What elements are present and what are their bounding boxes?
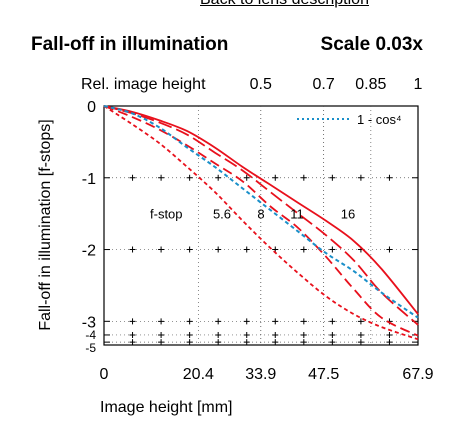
y-tick-label: 0 [87,99,96,116]
y-tick-label: -3 [82,314,96,331]
grid-cross-marker [272,318,279,325]
grid-cross-marker [272,174,279,181]
grid-cross-marker [158,318,165,325]
grid-cross-marker [300,339,307,346]
series-line-16 [103,105,419,315]
grid-cross-marker [386,339,393,346]
x-axis-title: Image height [mm] [100,399,233,416]
top-tick-label: 0.85 [355,76,386,93]
chart-title: Fall-off in illumination [31,34,229,55]
grid-cross-marker [129,318,136,325]
grid-cross-marker [272,339,279,346]
grid-cross-marker [300,246,307,253]
fstop-value-label: 11 [290,207,304,222]
grid-cross-marker [243,318,250,325]
y-tick-label: -5 [85,341,96,355]
grid-cross-marker [357,339,364,346]
grid-cross-marker [215,331,222,338]
grid-cross-marker [243,339,250,346]
series-line-11 [103,105,419,326]
grid-cross-marker [186,339,193,346]
grid-cross-marker [357,331,364,338]
grid-cross-marker [129,339,136,346]
grid-cross-marker [243,174,250,181]
grid-cross-marker [300,174,307,181]
grid-cross-marker [129,246,136,253]
top-tick-label: 0.5 [250,76,272,93]
scale-label: Scale 0.03x [320,34,423,55]
legend-label: 1 - cos⁴ [357,112,402,127]
grid-cross-marker [386,331,393,338]
grid-cross-marker [329,331,336,338]
grid-cross-marker [386,174,393,181]
y-axis-title: Fall-off in illumination [f-stops] [37,119,54,330]
series-line-1-cos- [103,105,419,319]
grid-cross-marker [158,246,165,253]
y-tick-label: -1 [82,171,96,188]
grid-cross-marker [186,331,193,338]
grid-cross-marker [329,174,336,181]
grid-cross-marker [272,331,279,338]
x-tick-label: 33.9 [245,366,276,383]
grid-cross-marker [329,318,336,325]
grid-cross-marker [158,174,165,181]
grid-cross-marker [158,331,165,338]
x-tick-label: 67.9 [402,366,433,383]
grid-cross-marker [386,246,393,253]
fstop-value-label: 16 [341,207,355,222]
top-axis-label: Rel. image height [81,76,206,93]
top-tick-label: 1 [414,76,423,93]
grid-cross-marker [186,318,193,325]
grid-cross-marker [129,174,136,181]
grid-cross-marker [357,174,364,181]
y-tick-label: -4 [85,328,96,342]
grid-cross-marker [243,331,250,338]
grid-cross-marker [186,246,193,253]
fstop-value-label: 8 [257,207,264,222]
y-tick-label: -2 [82,243,96,260]
series-line-8 [103,105,419,337]
grid-cross-marker [329,339,336,346]
fstop-label: f-stop [150,207,183,222]
grid-cross-marker [243,246,250,253]
back-to-lens-description-link[interactable]: Back to lens description [200,0,369,9]
grid-cross-marker [158,339,165,346]
grid-cross-marker [129,331,136,338]
grid-cross-marker [186,174,193,181]
fstop-value-label: 5.6 [213,207,231,222]
grid-cross-marker [215,339,222,346]
series-line-5-6 [103,105,419,341]
x-tick-label: 20.4 [183,366,214,383]
grid-cross-marker [215,174,222,181]
grid-cross-marker [215,318,222,325]
grid-cross-marker [300,331,307,338]
grid-cross-marker [329,246,336,253]
x-tick-label: 0 [100,366,109,383]
grid-cross-marker [215,246,222,253]
top-tick-label: 0.7 [313,76,335,93]
grid-cross-marker [357,318,364,325]
grid-cross-marker [300,318,307,325]
x-tick-label: 47.5 [308,366,339,383]
